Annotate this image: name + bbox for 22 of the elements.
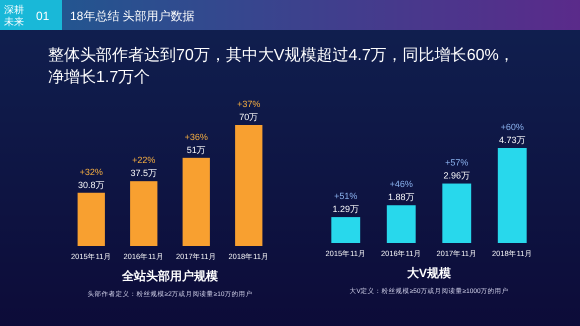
annotation: +37%	[237, 99, 260, 109]
annotation: +46%	[390, 179, 413, 190]
data-label: 30.8万	[78, 180, 105, 190]
text: 大V规模	[406, 266, 452, 280]
text: 深耕未来	[4, 4, 24, 28]
text: 01	[36, 9, 50, 23]
data-label: 37.5万	[130, 168, 158, 178]
annotation: +36%	[184, 132, 208, 142]
annotation: +60%	[500, 122, 524, 132]
annotation: +22%	[132, 155, 156, 166]
text: 整体头部作者达到70万，其中大V规模超过4.7万，同比增长60%，净增长1.7万个	[48, 46, 515, 86]
data-label: 70万	[239, 112, 258, 122]
data-label: 2.96万	[443, 170, 470, 181]
annotation: +57%	[445, 158, 468, 168]
text: 18年总结 头部用户数据	[70, 9, 195, 23]
data-label: 51万	[186, 144, 206, 155]
annotation: +51%	[334, 191, 358, 202]
text: 全站头部用户规模	[121, 269, 218, 283]
annotation: +32%	[80, 166, 103, 177]
data-label: 1.29万	[332, 204, 360, 214]
data-label: 1.88万	[388, 192, 415, 202]
data-label: 4.73万	[498, 135, 526, 145]
